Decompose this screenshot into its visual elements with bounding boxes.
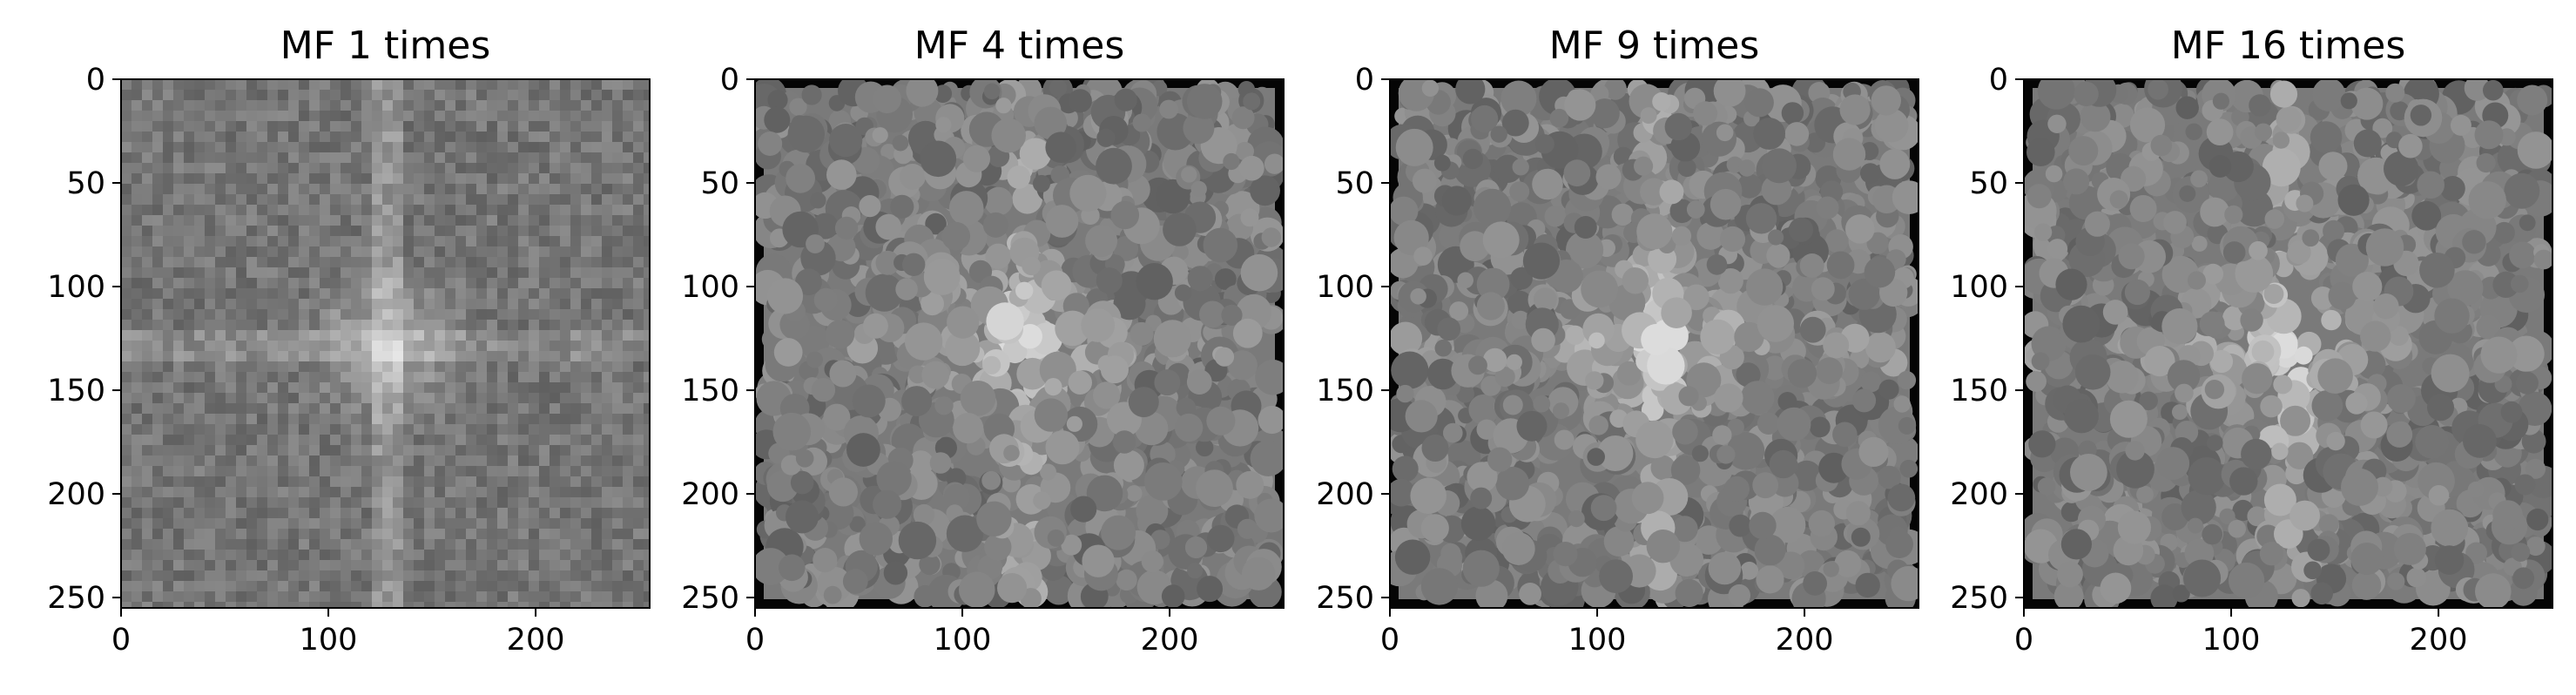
y-tick-label: 100	[681, 270, 739, 305]
x-tick-label: 0	[745, 623, 765, 658]
panel-4: MF 16 times 0 100 200 0 50 100 150 200 250	[1950, 24, 2553, 658]
y-tick-label: 100	[1950, 270, 2008, 305]
axes-frame	[1389, 78, 1919, 609]
x-tick-label: 200	[507, 623, 565, 658]
panel-3: MF 9 times 0 100 200 0 50 100 150 200 250	[1316, 24, 1919, 658]
axes-frame	[2023, 78, 2553, 609]
x-tick-label: 100	[1568, 623, 1627, 658]
y-tick-label: 150	[1950, 374, 2008, 408]
y-tick-label: 0	[86, 63, 105, 98]
x-tick-label: 100	[2202, 623, 2261, 658]
y-tick-label: 250	[47, 581, 105, 616]
heatmap-image	[2024, 79, 2552, 608]
panel-title: MF 4 times	[914, 24, 1125, 68]
y-tick-label: 150	[47, 374, 105, 408]
x-tick-label: 100	[934, 623, 992, 658]
y-tick-label: 50	[66, 166, 105, 201]
y-tick-label: 150	[1316, 374, 1374, 408]
x-tick-label: 100	[300, 623, 358, 658]
x-tick-label: 200	[1141, 623, 1199, 658]
y-tick-label: 150	[681, 374, 739, 408]
y-tick-label: 200	[1316, 477, 1374, 512]
y-tick-label: 200	[47, 477, 105, 512]
axes-frame	[120, 78, 651, 609]
x-tick-label: 0	[2014, 623, 2033, 658]
x-tick-label: 0	[1380, 623, 1399, 658]
heatmap-image	[121, 79, 650, 608]
axes-frame	[754, 78, 1285, 609]
x-tick-label: 200	[1776, 623, 1834, 658]
y-tick-label: 250	[1316, 581, 1374, 616]
y-tick-label: 0	[1989, 63, 2008, 98]
heatmap-image	[1390, 79, 1919, 608]
y-tick-label: 0	[1355, 63, 1374, 98]
y-tick-label: 50	[1335, 166, 1374, 201]
x-tick-label: 0	[111, 623, 131, 658]
panel-title: MF 9 times	[1549, 24, 1760, 68]
y-tick-label: 100	[1316, 270, 1374, 305]
panel-title: MF 16 times	[2171, 24, 2406, 68]
y-tick-label: 200	[1950, 477, 2008, 512]
panel-2: MF 4 times 0 100 200 0 50 100 150 200 250	[681, 24, 1285, 658]
y-tick-label: 50	[1969, 166, 2008, 201]
y-tick-label: 250	[1950, 581, 2008, 616]
y-tick-label: 100	[47, 270, 105, 305]
panel-1: MF 1 times 0 100 200 0 50 100 150 200 250	[47, 24, 651, 658]
heatmap-image	[755, 79, 1284, 608]
y-tick-label: 0	[720, 63, 739, 98]
panel-title: MF 1 times	[280, 24, 491, 68]
y-tick-label: 250	[681, 581, 739, 616]
x-tick-label: 200	[2410, 623, 2468, 658]
y-tick-label: 50	[700, 166, 739, 201]
y-tick-label: 200	[681, 477, 739, 512]
